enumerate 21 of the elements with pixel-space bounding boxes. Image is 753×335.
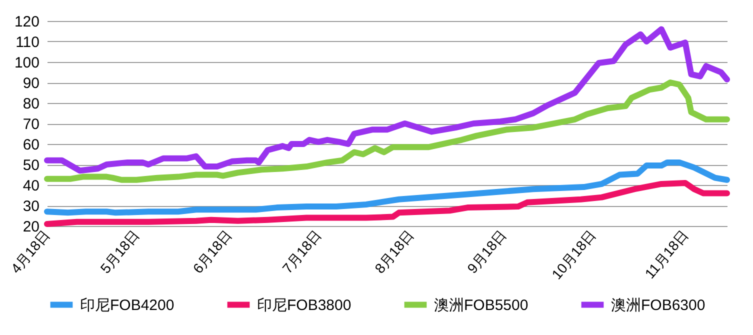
y-tick-label: 110 — [16, 34, 40, 51]
y-tick-label: 80 — [22, 96, 40, 112]
y-tick-label: 40 — [22, 178, 40, 194]
y-tick-label: 120 — [14, 14, 40, 30]
x-tick-label: 6月18日 — [190, 226, 235, 276]
legend-label: 澳洲FOB5500 — [434, 296, 528, 314]
y-tick-label: 100 — [14, 54, 40, 72]
x-tick-label: 9月18日 — [464, 226, 510, 276]
x-tick-label: 5月18日 — [97, 226, 142, 276]
x-tick-label: 8月18日 — [371, 226, 417, 276]
x-tick-label: 10月18日 — [548, 226, 599, 282]
y-tick-label: 70 — [22, 116, 40, 133]
legend-label: 印尼FOB4200 — [80, 296, 174, 314]
y-tick-label: 30 — [22, 198, 40, 215]
y-tick-label: 90 — [22, 75, 40, 92]
legend-label: 澳洲FOB6300 — [611, 296, 706, 314]
y-tick-label: 60 — [22, 136, 40, 154]
x-tick-label: 7月18日 — [278, 226, 324, 276]
y-tick-label: 50 — [22, 157, 40, 174]
x-tick-label: 11月18日 — [642, 226, 692, 282]
legend-label: 印尼FOB3800 — [257, 296, 352, 314]
